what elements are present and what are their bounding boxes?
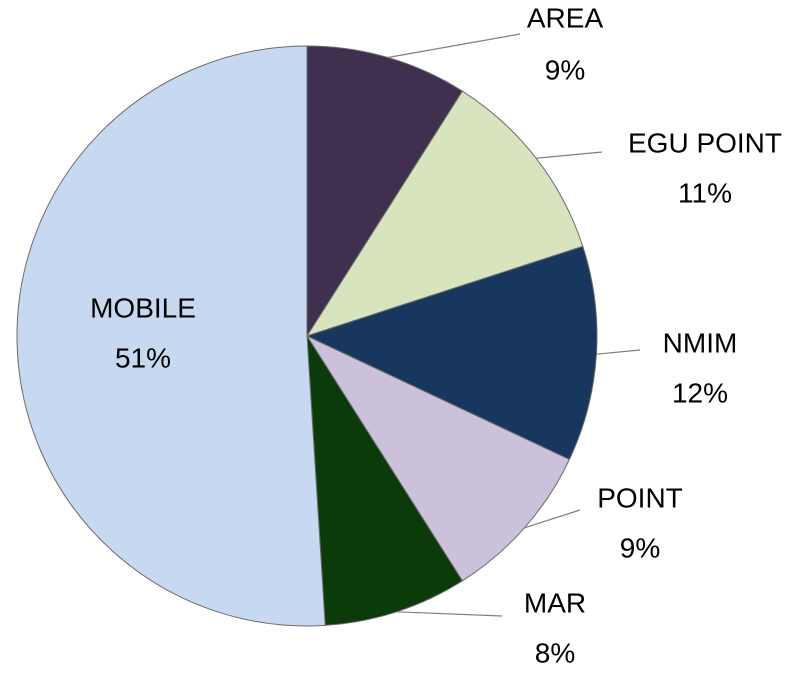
leader-line bbox=[396, 611, 503, 617]
pie-slice bbox=[306, 335, 464, 626]
slice-label: MAR bbox=[524, 587, 586, 618]
slice-value-label: 9% bbox=[620, 532, 660, 563]
slice-value-label: 8% bbox=[535, 637, 575, 668]
leader-line bbox=[596, 349, 641, 355]
slice-value-label: 12% bbox=[672, 377, 728, 408]
pie-slice bbox=[305, 90, 584, 337]
slice-label: EGU POINT bbox=[628, 127, 782, 158]
pie-slice bbox=[16, 45, 326, 627]
slice-label: POINT bbox=[597, 482, 683, 513]
slice-label: AREA bbox=[527, 2, 604, 33]
slice-label: NMIM bbox=[663, 327, 738, 358]
leader-line bbox=[536, 151, 603, 159]
pie-slice bbox=[305, 245, 598, 461]
leader-line bbox=[524, 509, 581, 529]
slice-value-label: 51% bbox=[115, 342, 171, 373]
slice-label: MOBILE bbox=[90, 292, 196, 323]
leader-line bbox=[387, 33, 521, 59]
slice-value-label: 9% bbox=[545, 54, 585, 85]
slice-value-label: 11% bbox=[678, 177, 732, 208]
